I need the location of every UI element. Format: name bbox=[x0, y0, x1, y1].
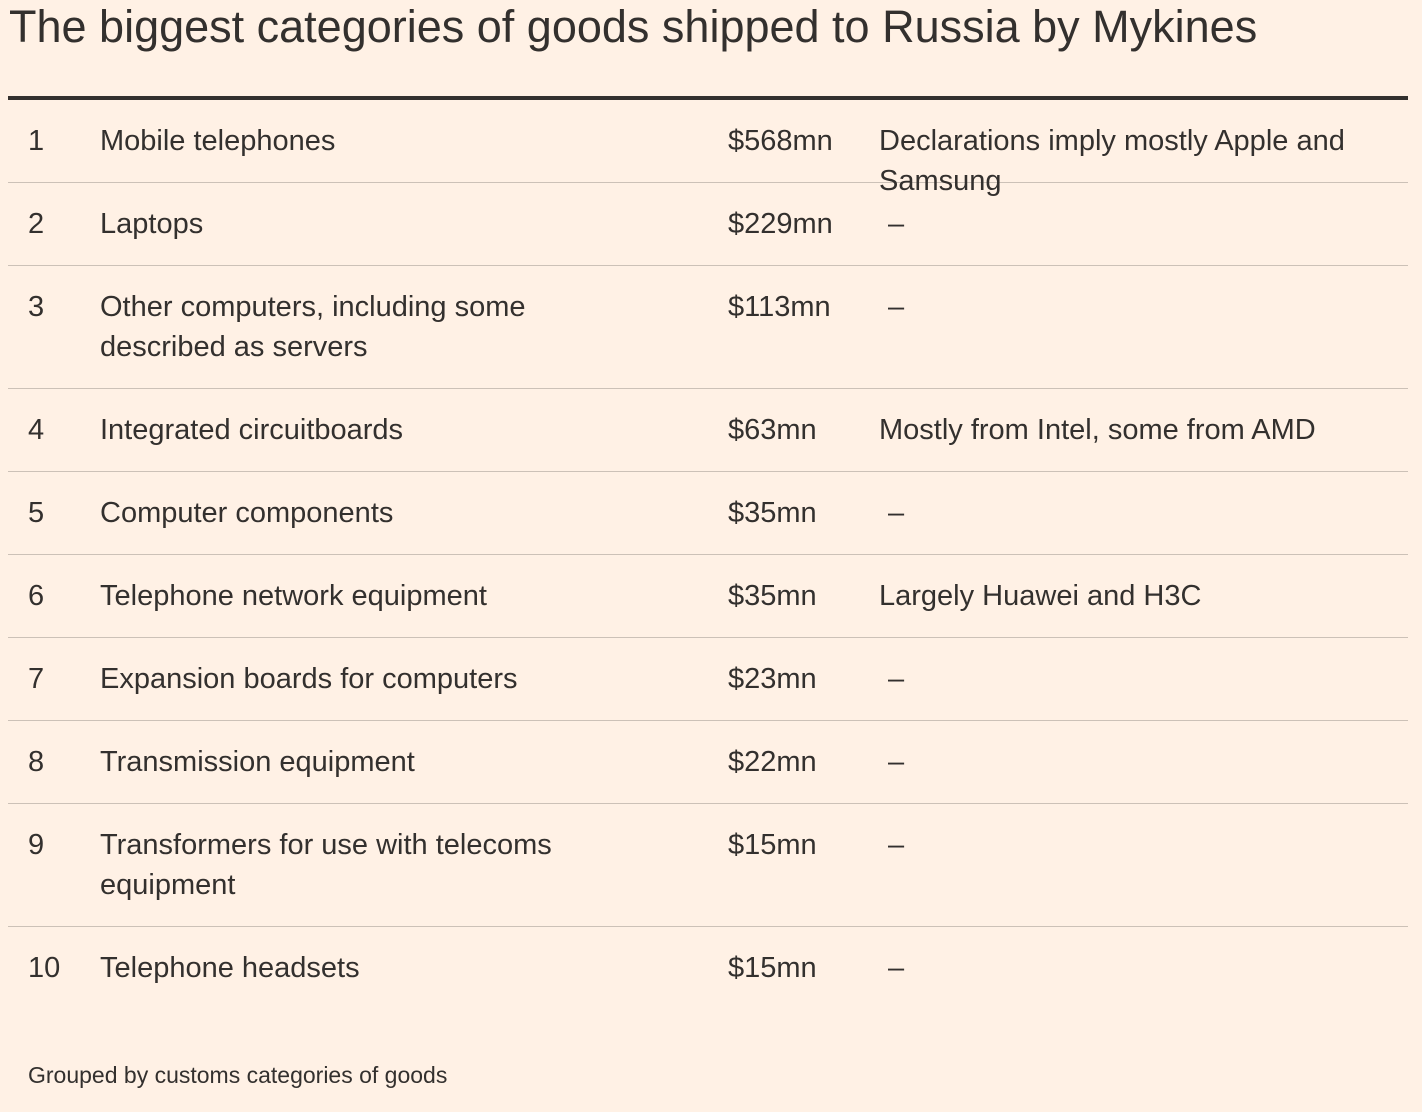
row-category: Computer components bbox=[100, 493, 700, 533]
note-line: – bbox=[888, 829, 905, 861]
row-value: $23mn bbox=[728, 663, 817, 695]
table-row: 10 Telephone headsets $15mn – bbox=[8, 927, 1408, 1009]
row-note: Mostly from Intel, some from AMD bbox=[879, 410, 1408, 450]
row-category: Telephone network equipment bbox=[100, 576, 700, 616]
table-row: 5 Computer components $35mn – bbox=[8, 472, 1408, 555]
table-row: 2 Laptops $229mn – bbox=[8, 183, 1408, 266]
note-line: – bbox=[888, 952, 905, 984]
row-value: $35mn bbox=[728, 497, 817, 529]
row-value: $568mn bbox=[728, 125, 833, 157]
note-line: – bbox=[888, 497, 905, 529]
row-category: Laptops bbox=[100, 204, 700, 244]
category-line: Computer components bbox=[100, 497, 394, 529]
table-row: 6 Telephone network equipment $35mn Largely… bbox=[8, 555, 1408, 638]
row-rank: 1 bbox=[28, 125, 45, 157]
row-note: – bbox=[888, 659, 1417, 699]
row-rank: 8 bbox=[28, 746, 45, 778]
note-line: – bbox=[888, 663, 905, 695]
row-value: $113mn bbox=[728, 291, 831, 323]
table-row: 3 Other computers, including some describe… bbox=[8, 266, 1408, 389]
category-line: Transmission equipment bbox=[100, 746, 415, 778]
row-note: Largely Huawei and H3C bbox=[879, 576, 1408, 616]
row-note: – bbox=[888, 742, 1417, 782]
category-line: equipment bbox=[100, 869, 236, 901]
note-line: – bbox=[888, 208, 905, 240]
note-line: – bbox=[888, 746, 905, 778]
category-line: Mobile telephones bbox=[100, 125, 336, 157]
row-category: Transmission equipment bbox=[100, 742, 700, 782]
note-line: – bbox=[888, 291, 905, 323]
note-line: Declarations imply mostly Apple and bbox=[879, 125, 1345, 157]
note-line: Mostly from Intel, some from AMD bbox=[879, 414, 1316, 446]
row-note: – bbox=[888, 493, 1417, 533]
table-row: 8 Transmission equipment $22mn – bbox=[8, 721, 1408, 804]
table-row: 1 Mobile telephones $568mn Declarations imp… bbox=[8, 100, 1408, 197]
category-line: Laptops bbox=[100, 208, 204, 240]
category-line: described as servers bbox=[100, 331, 368, 363]
row-note: – bbox=[888, 825, 1417, 865]
row-rank: 7 bbox=[28, 663, 45, 695]
category-line: Expansion boards for computers bbox=[100, 663, 518, 695]
row-category: Telephone headsets bbox=[100, 948, 700, 988]
note-line: Samsung bbox=[879, 165, 1002, 197]
category-line: Telephone headsets bbox=[100, 952, 360, 984]
row-value: $15mn bbox=[728, 952, 817, 984]
row-note: Declarations imply mostly Apple and Samsu… bbox=[879, 121, 1408, 201]
row-rank: 2 bbox=[28, 208, 45, 240]
footnote: Grouped by customs categories of goods bbox=[28, 1062, 448, 1088]
category-line: Integrated circuitboards bbox=[100, 414, 404, 446]
row-rank: 3 bbox=[28, 291, 45, 323]
chart-title: The biggest categories of goods shipped … bbox=[9, 1, 1258, 52]
row-rank: 6 bbox=[28, 580, 45, 612]
row-note: – bbox=[888, 287, 1417, 327]
row-rank: 5 bbox=[28, 497, 45, 529]
row-rank: 4 bbox=[28, 414, 45, 446]
row-note: – bbox=[888, 204, 1417, 244]
table-row: 4 Integrated circuitboards $63mn Mostly fro… bbox=[8, 389, 1408, 472]
note-line: Largely Huawei and H3C bbox=[879, 580, 1202, 612]
category-line: Other computers, including some bbox=[100, 291, 526, 323]
table-row: 7 Expansion boards for computers $23mn – bbox=[8, 638, 1408, 721]
row-rank: 10 bbox=[28, 952, 61, 984]
row-value: $15mn bbox=[728, 829, 817, 861]
row-value: $63mn bbox=[728, 414, 817, 446]
row-value: $22mn bbox=[728, 746, 817, 778]
goods-table: 1 Mobile telephones $568mn Declarations imp… bbox=[8, 96, 1408, 1009]
row-value: $35mn bbox=[728, 580, 817, 612]
row-category: Expansion boards for computers bbox=[100, 659, 700, 699]
row-rank: 9 bbox=[28, 829, 45, 861]
category-line: Transformers for use with telecoms bbox=[100, 829, 552, 861]
category-line: Telephone network equipment bbox=[100, 580, 487, 612]
row-note: – bbox=[888, 948, 1417, 988]
row-category: Transformers for use with telecoms equipm… bbox=[100, 825, 700, 905]
row-category: Mobile telephones bbox=[100, 121, 700, 161]
row-category: Integrated circuitboards bbox=[100, 410, 700, 450]
row-category: Other computers, including some described… bbox=[100, 287, 700, 367]
table-row: 9 Transformers for use with telecoms equip… bbox=[8, 804, 1408, 927]
row-value: $229mn bbox=[728, 208, 833, 240]
